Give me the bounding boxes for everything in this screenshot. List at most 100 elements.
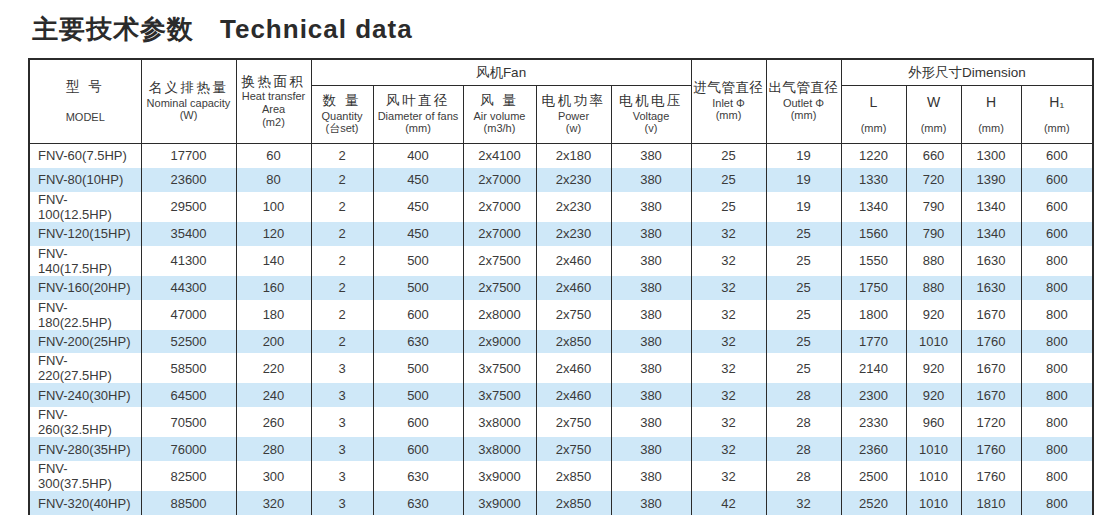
cell-dim-L: 2330	[841, 407, 906, 437]
group-header-dimension: 外形尺寸Dimension	[841, 59, 1093, 86]
cell-air-volume: 2x9000	[463, 330, 536, 354]
cell-inlet-diameter: 42	[691, 491, 766, 515]
cell-inlet-diameter: 32	[691, 276, 766, 300]
header-power-en: Power	[558, 110, 589, 123]
header-voltage-unit: (v)	[645, 122, 658, 135]
header-H1-unit: (mm)	[1044, 122, 1070, 135]
cell-dim-H1: 600	[1021, 168, 1093, 192]
cell-power: 2x460	[536, 383, 611, 407]
column-header-voltage: 电机电压 Voltage (v)	[611, 86, 691, 144]
header-power-unit: (w)	[566, 122, 581, 135]
cell-fan-quantity: 2	[311, 144, 373, 168]
cell-dim-L: 1750	[841, 276, 906, 300]
cell-voltage: 380	[611, 276, 691, 300]
column-header-power: 电机功率 Power (w)	[536, 86, 611, 144]
cell-fan-diameter: 630	[373, 330, 463, 354]
cell-dim-H: 1340	[961, 192, 1021, 222]
cell-fan-quantity: 2	[311, 330, 373, 354]
cell-fan-quantity: 3	[311, 407, 373, 437]
cell-inlet-diameter: 32	[691, 437, 766, 461]
header-quantity-unit: (台set)	[326, 122, 359, 135]
cell-dim-L: 1560	[841, 222, 906, 246]
cell-fan-quantity: 2	[311, 168, 373, 192]
cell-fan-diameter: 500	[373, 383, 463, 407]
cell-dim-W: 790	[906, 192, 961, 222]
cell-nominal-capacity: 88500	[141, 491, 236, 515]
cell-air-volume: 2x7500	[463, 276, 536, 300]
cell-air-volume: 2x7500	[463, 246, 536, 276]
column-header-heat-transfer-area: 换热面积 Heat transfer Area (m2)	[236, 59, 311, 144]
cell-nominal-capacity: 52500	[141, 330, 236, 354]
column-header-fan-diameter: 风叶直径 Diameter of fans (mm)	[373, 86, 463, 144]
cell-model: FNV-100(12.5HP)	[29, 192, 141, 222]
header-capacity-zh: 名义排热量	[149, 80, 229, 96]
cell-fan-quantity: 3	[311, 437, 373, 461]
cell-dim-W: 720	[906, 168, 961, 192]
cell-dim-H1: 800	[1021, 407, 1093, 437]
cell-nominal-capacity: 41300	[141, 246, 236, 276]
cell-model: FNV-280(35HP)	[29, 437, 141, 461]
table-row: FNV-240(30HP)6450024035003x75002x4603803…	[29, 383, 1093, 407]
header-quantity-zh: 数 量	[323, 93, 361, 109]
header-H1-label: H₁	[1049, 94, 1064, 111]
cell-dim-L: 2300	[841, 383, 906, 407]
cell-power: 2x750	[536, 407, 611, 437]
column-header-model: 型 号 MODEL	[29, 59, 141, 144]
cell-power: 2x230	[536, 222, 611, 246]
table-row: FNV-160(20HP)4430016025002x75002x4603803…	[29, 276, 1093, 300]
cell-fan-quantity: 3	[311, 491, 373, 515]
header-H-unit: (mm)	[978, 122, 1004, 135]
table-row: FNV-300(37.5HP)8250030036303x90002x85038…	[29, 461, 1093, 491]
cell-heat-transfer-area: 280	[236, 437, 311, 461]
cell-nominal-capacity: 70500	[141, 407, 236, 437]
cell-model: FNV-120(15HP)	[29, 222, 141, 246]
cell-nominal-capacity: 64500	[141, 383, 236, 407]
cell-outlet-diameter: 25	[766, 353, 841, 383]
cell-dim-L: 1220	[841, 144, 906, 168]
cell-dim-H: 1670	[961, 353, 1021, 383]
cell-voltage: 380	[611, 353, 691, 383]
table-header: 型 号 MODEL 名义排热量 Nominal capacity (W) 换热面…	[29, 59, 1093, 144]
cell-inlet-diameter: 32	[691, 222, 766, 246]
header-capacity-en: Nominal capacity	[147, 97, 231, 110]
cell-dim-W: 790	[906, 222, 961, 246]
table-row: FNV-120(15HP)3540012024502x70002x2303803…	[29, 222, 1093, 246]
cell-dim-W: 920	[906, 383, 961, 407]
header-area-zh: 换热面积	[242, 74, 306, 90]
cell-dim-H1: 600	[1021, 144, 1093, 168]
cell-heat-transfer-area: 260	[236, 407, 311, 437]
cell-model: FNV-240(30HP)	[29, 383, 141, 407]
header-outlet-zh: 出气管直径	[769, 80, 839, 96]
column-header-dim-H: H (mm)	[961, 86, 1021, 144]
cell-dim-W: 920	[906, 353, 961, 383]
header-inlet-en: Inlet Φ	[712, 97, 745, 110]
cell-inlet-diameter: 32	[691, 246, 766, 276]
table-row: FNV-320(40HP)8850032036303x90002x8503804…	[29, 491, 1093, 515]
header-fan-diameter-en: Diameter of fans	[378, 110, 459, 123]
cell-dim-H1: 800	[1021, 246, 1093, 276]
cell-heat-transfer-area: 60	[236, 144, 311, 168]
cell-model: FNV-80(10HP)	[29, 168, 141, 192]
cell-dim-H: 1760	[961, 330, 1021, 354]
cell-model: FNV-220(27.5HP)	[29, 353, 141, 383]
header-outlet-en: Outlet Φ	[783, 97, 824, 110]
cell-inlet-diameter: 25	[691, 168, 766, 192]
cell-power: 2x850	[536, 461, 611, 491]
cell-dim-L: 1800	[841, 300, 906, 330]
header-W-unit: (mm)	[921, 122, 947, 135]
table-row: FNV-180(22.5HP)4700018026002x80002x75038…	[29, 300, 1093, 330]
cell-dim-H1: 800	[1021, 300, 1093, 330]
cell-outlet-diameter: 28	[766, 461, 841, 491]
cell-dim-L: 2520	[841, 491, 906, 515]
header-voltage-zh: 电机电压	[619, 93, 683, 109]
cell-dim-W: 920	[906, 300, 961, 330]
header-capacity-unit: (W)	[180, 109, 198, 122]
cell-inlet-diameter: 32	[691, 353, 766, 383]
column-header-inlet-diameter: 进气管直径 Inlet Φ (mm)	[691, 59, 766, 144]
cell-nominal-capacity: 23600	[141, 168, 236, 192]
cell-inlet-diameter: 25	[691, 144, 766, 168]
header-model-zh: 型 号	[66, 79, 104, 95]
table-body: FNV-60(7.5HP)177006024002x41002x18038025…	[29, 144, 1093, 515]
cell-inlet-diameter: 32	[691, 407, 766, 437]
table-row: FNV-140(17.5HP)4130014025002x75002x46038…	[29, 246, 1093, 276]
